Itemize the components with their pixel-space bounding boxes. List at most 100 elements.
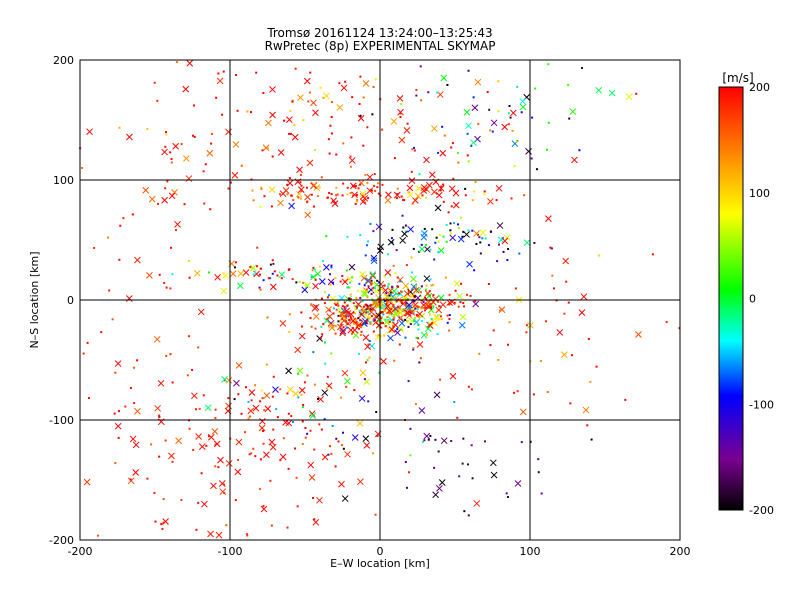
data-point-cross (308, 410, 316, 418)
data-point-dot (301, 406, 304, 409)
data-point-dot (240, 412, 243, 415)
data-point-cross (362, 435, 370, 442)
data-point-dot (412, 347, 415, 350)
data-point-dot (393, 316, 396, 319)
data-point-cross (161, 148, 168, 156)
data-point-dot (471, 229, 474, 232)
data-point-dot (367, 197, 370, 200)
data-point-dot (362, 310, 365, 313)
data-point-cross (436, 484, 443, 492)
data-point-dot (292, 199, 295, 202)
data-point-cross (298, 386, 306, 394)
data-point-dot (451, 142, 454, 145)
data-point-dot (417, 316, 420, 319)
data-point-dot (245, 533, 248, 536)
data-point-dot (387, 283, 390, 286)
data-point-dot (441, 125, 444, 128)
data-point-cross (420, 187, 428, 194)
data-point-dot (427, 322, 430, 325)
data-point-cross (225, 460, 233, 467)
data-point-dot (338, 82, 341, 85)
data-point-dot (540, 492, 543, 495)
data-point-dot (489, 129, 492, 132)
data-point-cross (394, 329, 401, 337)
data-point-dot (571, 354, 574, 357)
data-point-dot (369, 316, 372, 319)
data-point-cross (399, 237, 407, 244)
data-point-dot (467, 385, 470, 388)
data-point-dot (300, 189, 303, 192)
data-point-dot (217, 72, 220, 75)
data-point-dot (372, 330, 375, 333)
data-point-cross (385, 191, 392, 199)
data-point-cross (232, 141, 240, 148)
data-point-cross (435, 191, 443, 199)
data-point-dot (361, 300, 364, 303)
data-point-dot (410, 170, 413, 173)
data-point-dot (417, 315, 420, 318)
data-point-cross (490, 471, 498, 479)
data-point-dot (665, 321, 668, 324)
data-point-dot (271, 155, 274, 158)
data-point-dot (326, 296, 329, 299)
data-point-dot (355, 298, 358, 301)
data-point-dot (288, 177, 291, 180)
data-point-cross (437, 185, 445, 192)
data-point-dot (446, 83, 449, 86)
data-point-dot (457, 305, 460, 308)
data-point-cross (433, 391, 441, 399)
data-point-dot (114, 462, 117, 465)
data-point-dot (114, 371, 117, 374)
data-point-dot (546, 390, 549, 393)
data-point-dot (370, 290, 373, 293)
data-point-cross (411, 196, 419, 204)
data-point-dot (337, 320, 340, 323)
data-point-cross (357, 114, 365, 122)
data-point-dot (353, 312, 356, 315)
data-point-dot (229, 181, 232, 184)
data-point-dot (240, 164, 243, 167)
data-point-cross (277, 149, 285, 156)
data-point-cross (420, 331, 428, 339)
data-point-dot (305, 186, 308, 189)
data-point-dot (214, 417, 217, 420)
data-point-dot (309, 429, 312, 432)
data-point-dot (423, 227, 426, 230)
data-point-cross (414, 192, 422, 200)
data-point-dot (466, 463, 469, 466)
data-point-dot (372, 230, 375, 233)
data-point-dot (296, 505, 299, 508)
data-point-dot (581, 67, 584, 70)
data-point-cross (219, 488, 227, 496)
data-point-dot (318, 265, 321, 268)
data-point-dot (496, 260, 499, 263)
data-point-dot (569, 402, 572, 405)
y-axis-ticks: -200 -100 0 100 200 (49, 54, 74, 547)
data-point-dot (310, 325, 313, 328)
data-point-dot (357, 289, 360, 292)
y-axis-label: N–S location [km] (28, 251, 41, 348)
data-point-cross (473, 230, 480, 237)
data-point-dot (587, 337, 590, 340)
data-point-cross (438, 479, 446, 486)
data-point-cross (360, 290, 368, 297)
data-point-dot (252, 447, 255, 450)
data-point-dot (518, 252, 521, 255)
data-point-dot (651, 253, 654, 256)
data-point-dot (111, 318, 114, 321)
data-point-dot (234, 261, 237, 264)
data-point-dot (366, 359, 369, 362)
data-point-cross (410, 275, 417, 283)
data-point-dot (164, 145, 167, 148)
data-point-cross (220, 287, 228, 295)
data-point-dot (247, 417, 250, 420)
data-point-dot (251, 189, 254, 192)
data-point-cross (404, 309, 412, 317)
data-point-dot (318, 186, 321, 189)
data-point-dot (205, 444, 208, 447)
data-point-cross (323, 92, 330, 100)
data-point-cross (399, 300, 407, 308)
x-axis-ticks: -200 -100 0 100 200 (68, 545, 691, 558)
data-point-cross (364, 343, 371, 351)
data-point-dot (437, 151, 440, 154)
